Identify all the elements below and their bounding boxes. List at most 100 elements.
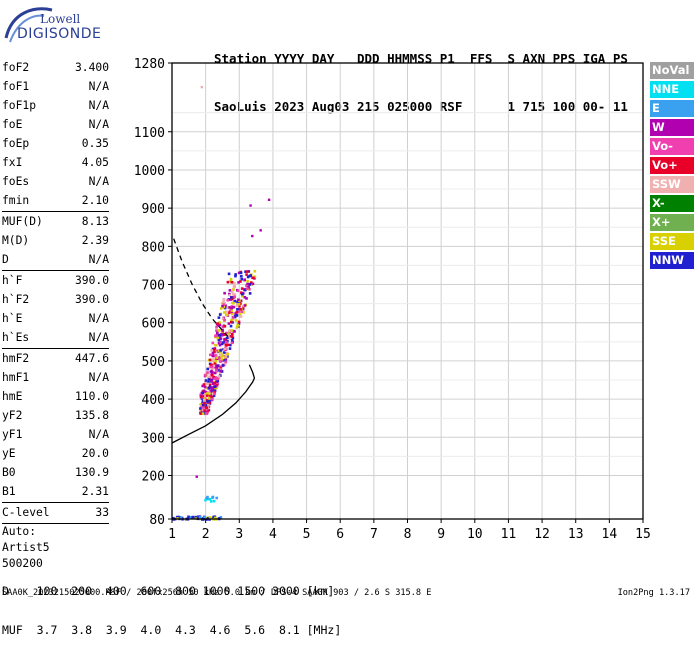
echo-point xyxy=(209,379,213,383)
echo-point xyxy=(220,332,223,336)
echo-point xyxy=(237,320,241,324)
echo-point xyxy=(233,305,236,309)
echo-point xyxy=(210,378,214,381)
echo-point xyxy=(210,386,214,390)
echo-point xyxy=(239,299,243,303)
echo-point xyxy=(198,516,202,519)
echo-point xyxy=(219,349,222,352)
muf-table-distance-row: D 100 200 400 600 800 1000 1500 3000 [km… xyxy=(2,584,335,598)
echo-point xyxy=(203,405,207,409)
echo-point xyxy=(236,307,239,311)
echo-point xyxy=(217,517,221,520)
footer-version: Ion2Png 1.3.17 xyxy=(617,588,690,598)
echo-point xyxy=(214,516,217,520)
param-row: foE N/A xyxy=(2,115,109,134)
echo-point xyxy=(211,375,214,378)
echo-point xyxy=(206,391,210,395)
echo-point xyxy=(208,402,212,405)
echo-point xyxy=(214,359,218,363)
echo-point xyxy=(191,516,195,520)
echo-point xyxy=(224,343,228,347)
echo-point xyxy=(209,374,213,377)
echo-point xyxy=(214,343,217,347)
echo-point xyxy=(202,411,205,415)
echo-point xyxy=(216,336,220,340)
param-value: N/A xyxy=(88,371,109,384)
echo-point xyxy=(204,397,207,401)
echo-point xyxy=(227,322,231,325)
echo-point xyxy=(201,517,204,521)
echo-point xyxy=(222,354,226,358)
param-value: N/A xyxy=(88,331,109,344)
echo-point xyxy=(220,342,224,346)
echo-point xyxy=(235,313,239,317)
echo-point xyxy=(213,350,216,354)
echo-point xyxy=(216,382,220,385)
echo-point xyxy=(210,349,213,352)
echo-point xyxy=(201,518,204,521)
echo-point xyxy=(215,386,218,389)
echo-point xyxy=(212,382,216,385)
echo-point xyxy=(207,402,210,406)
echo-point xyxy=(203,404,207,408)
echo-point xyxy=(228,347,232,350)
echo-point xyxy=(204,401,208,405)
echo-point xyxy=(205,411,209,414)
echo-point xyxy=(230,306,233,310)
x-tick-label: 10 xyxy=(467,527,483,542)
echo-point xyxy=(204,394,207,398)
echo-point xyxy=(232,285,236,289)
param-value: N/A xyxy=(88,118,109,131)
echo-point xyxy=(244,288,247,292)
echo-point xyxy=(219,374,222,377)
echo-point xyxy=(211,371,214,374)
echo-point xyxy=(202,412,205,415)
param-key: B1 xyxy=(2,485,16,498)
echo-point xyxy=(206,516,210,520)
echo-point xyxy=(209,517,213,520)
echo-point xyxy=(199,407,202,410)
echo-point xyxy=(253,269,257,273)
echo-point xyxy=(201,406,205,409)
echo-point xyxy=(221,305,225,308)
echo-point xyxy=(201,412,205,415)
echo-point xyxy=(203,410,207,414)
y-tick-label: 700 xyxy=(142,279,165,294)
y-tick-label: 1280 xyxy=(134,57,165,72)
echo-point xyxy=(253,277,256,280)
echo-point xyxy=(218,374,222,378)
echo-point xyxy=(207,403,210,407)
echo-point xyxy=(219,348,223,351)
param-key: fmin xyxy=(2,194,30,207)
echo-point xyxy=(203,411,206,414)
echo-point xyxy=(221,331,224,334)
echo-point xyxy=(215,322,219,326)
param-row: foF1 N/A xyxy=(2,77,109,96)
echo-point xyxy=(213,377,216,380)
echo-point xyxy=(215,367,218,371)
echo-point xyxy=(243,278,247,281)
echo-point xyxy=(211,389,215,392)
echo-point xyxy=(209,500,213,503)
echo-point xyxy=(219,340,223,344)
echo-point xyxy=(216,357,220,361)
echo-point xyxy=(213,381,217,385)
echo-point xyxy=(211,363,215,367)
echo-point xyxy=(215,385,219,389)
echo-point xyxy=(233,282,236,285)
echo-point xyxy=(214,350,218,354)
y-tick-label: 900 xyxy=(142,202,165,217)
true-height-profile-line xyxy=(171,364,256,444)
echo-point xyxy=(220,364,224,368)
echo-point xyxy=(239,308,242,311)
echo-point xyxy=(228,309,232,313)
echo-point xyxy=(235,310,239,314)
echo-point xyxy=(215,329,218,332)
echo-point xyxy=(204,411,208,414)
legend-item: W xyxy=(650,119,694,137)
echo-point xyxy=(206,382,209,385)
echo-point xyxy=(202,411,206,415)
echo-point xyxy=(184,518,188,521)
x-tick-label: 9 xyxy=(437,527,445,542)
echo-point xyxy=(204,405,208,409)
